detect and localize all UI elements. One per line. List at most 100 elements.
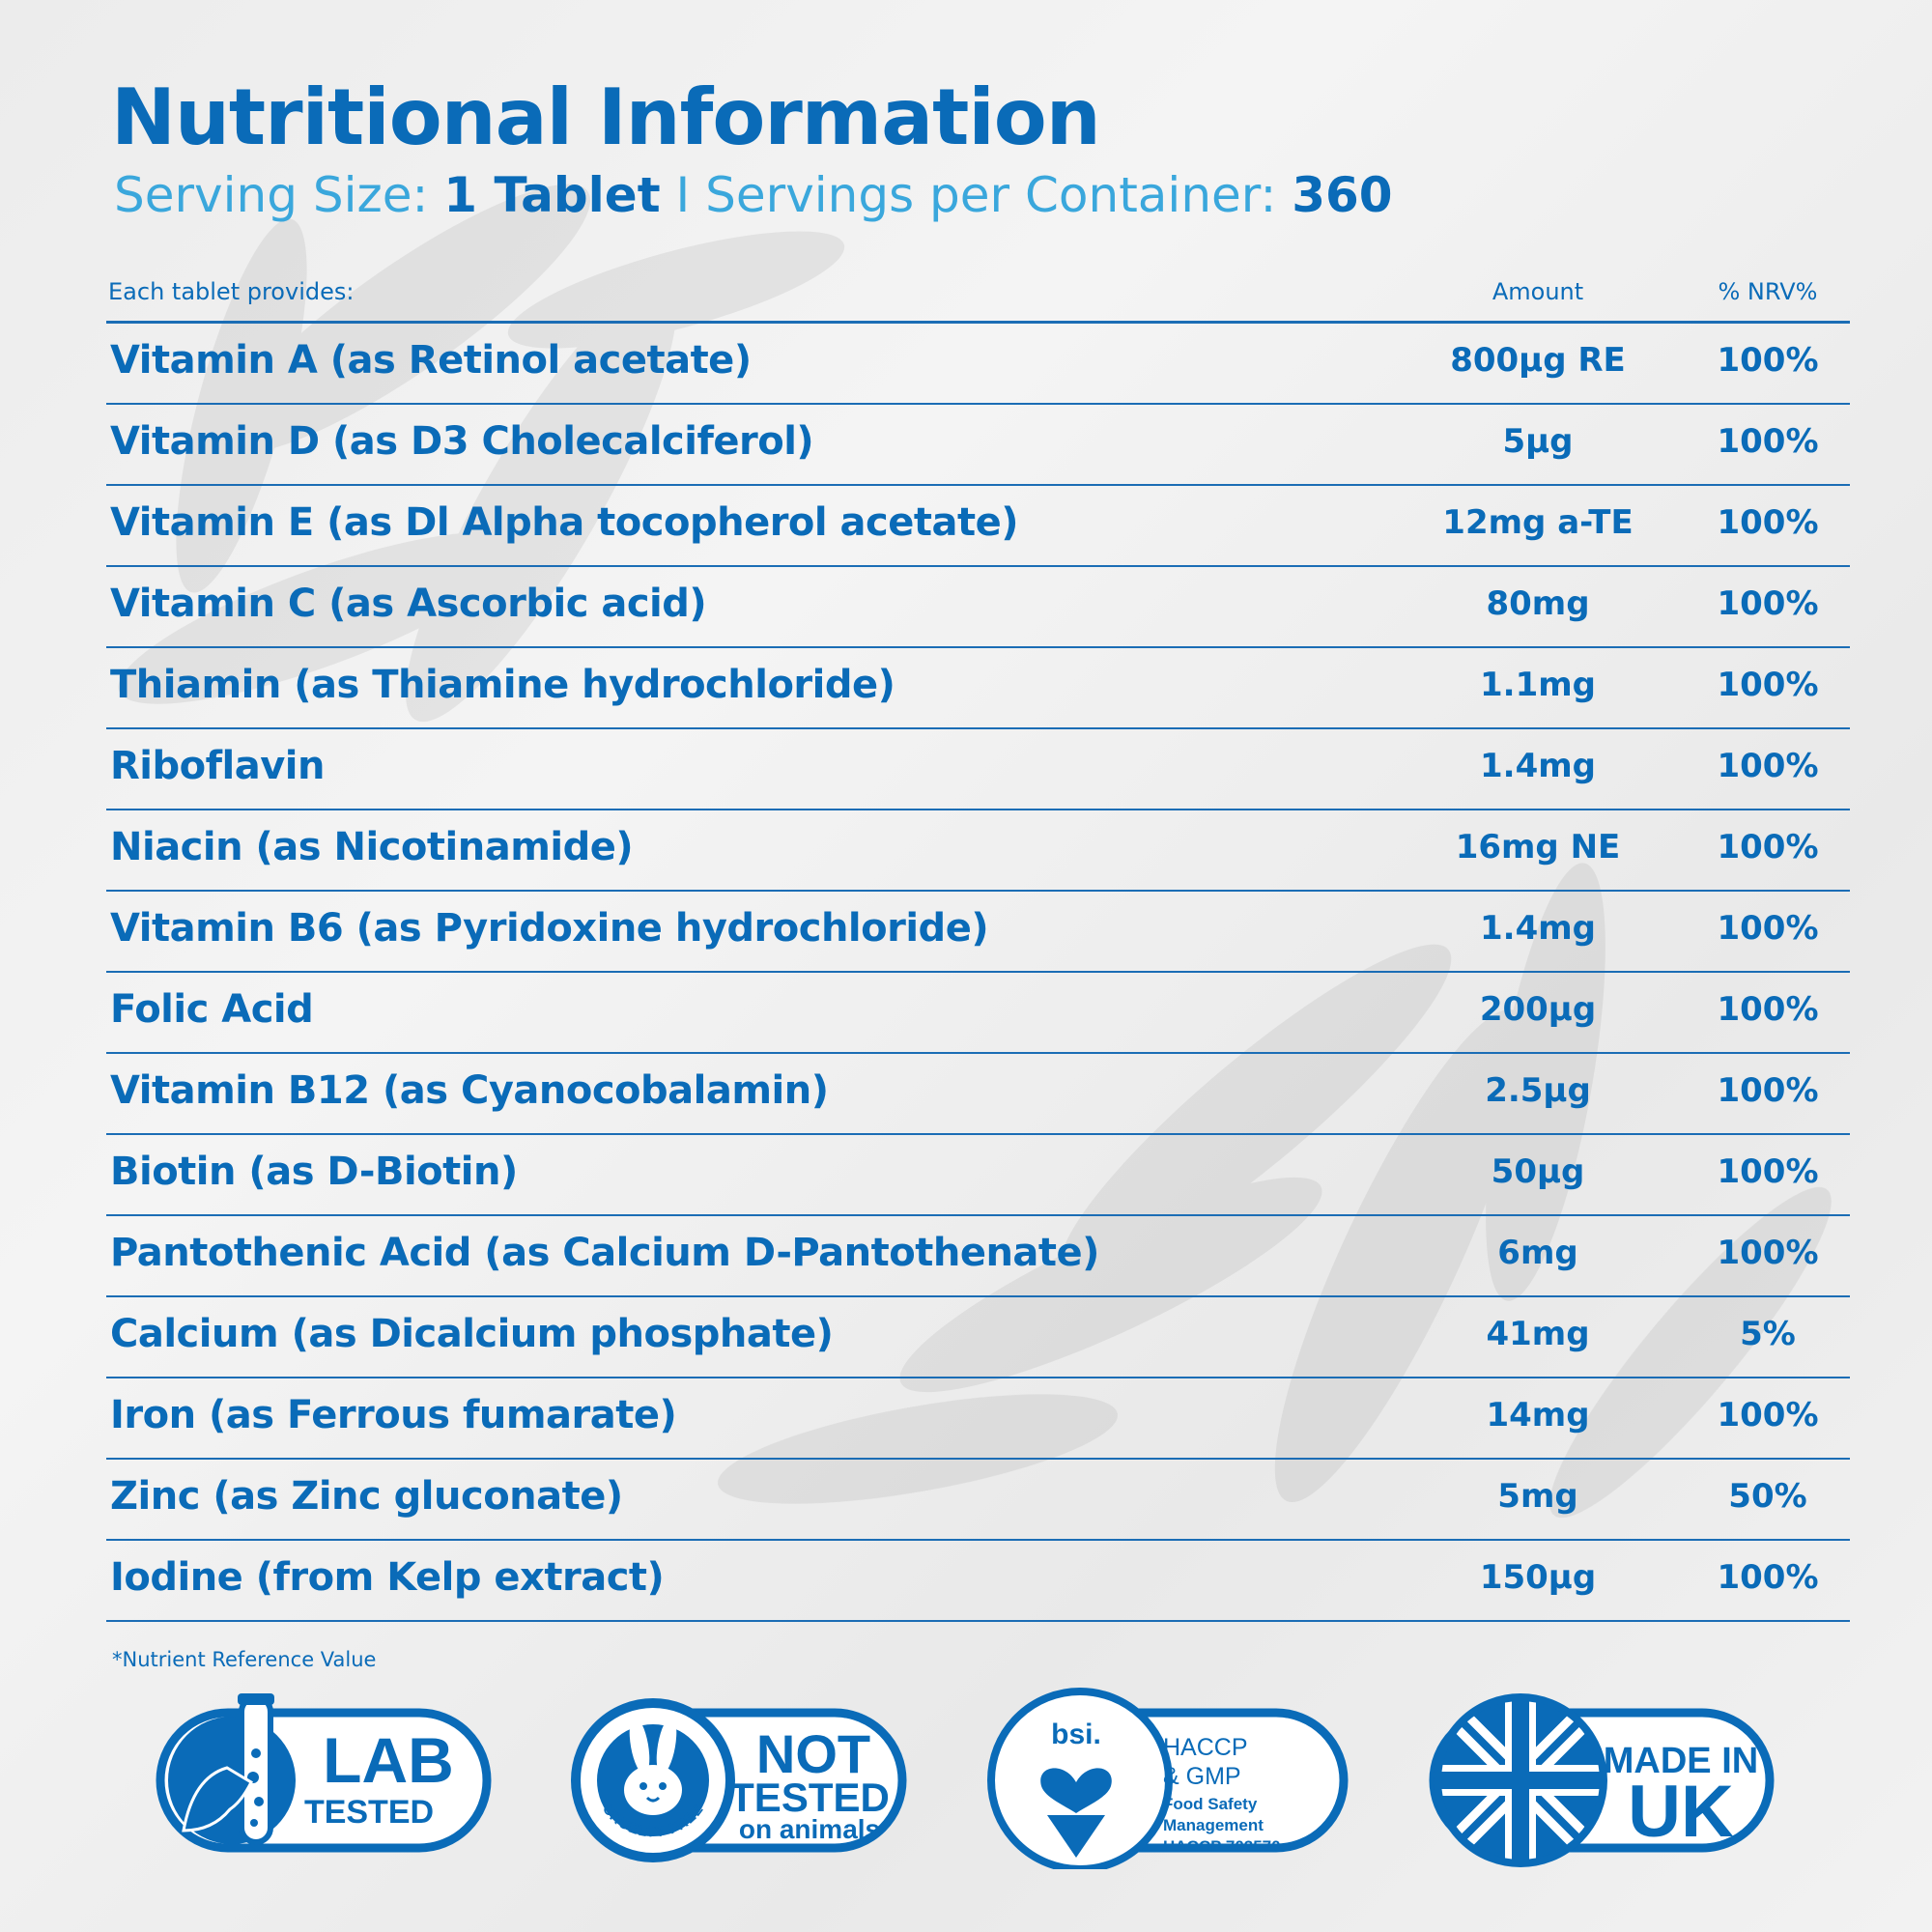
uk-badge-line1: MADE IN bbox=[1604, 1741, 1758, 1781]
table-header: Each tablet provides: Amount % NRV% bbox=[106, 272, 1850, 324]
column-header-nutrient: Each tablet provides: bbox=[108, 278, 355, 305]
table-row: Vitamin C (as Ascorbic acid) 80mg 100% bbox=[106, 567, 1850, 648]
nutrient-amount: 150µg bbox=[1479, 1558, 1597, 1597]
table-row: Thiamin (as Thiamine hydrochloride) 1.1mg… bbox=[106, 648, 1850, 729]
nutrient-name: Iron (as Ferrous fumarate) bbox=[110, 1393, 677, 1437]
uk-badge-line2: UK bbox=[1628, 1771, 1734, 1853]
servings-per-container-label: Servings per Container: bbox=[705, 167, 1293, 223]
nutrient-amount: 50µg bbox=[1491, 1152, 1585, 1191]
nutrient-nrv: 100% bbox=[1717, 828, 1819, 867]
nutrient-amount: 6mg bbox=[1497, 1234, 1578, 1272]
nutrient-nrv: 100% bbox=[1717, 1396, 1819, 1435]
animals-badge-line2: TESTED bbox=[729, 1775, 890, 1820]
nutrition-table: Each tablet provides: Amount % NRV% Vita… bbox=[106, 272, 1850, 1622]
nutrient-name: Vitamin E (as Dl Alpha tocopherol acetat… bbox=[110, 500, 1019, 545]
test-tube-hand-icon bbox=[182, 1693, 274, 1845]
nutrient-nrv: 100% bbox=[1717, 341, 1819, 380]
nutrient-amount: 2.5µg bbox=[1485, 1071, 1591, 1110]
nutrient-name: Pantothenic Acid (as Calcium D-Pantothen… bbox=[110, 1231, 1099, 1275]
nutrient-name: Thiamin (as Thiamine hydrochloride) bbox=[110, 663, 895, 707]
table-body: Vitamin A (as Retinol acetate) 800µg RE 10… bbox=[106, 324, 1850, 1622]
nutrient-name: Riboflavin bbox=[110, 744, 326, 788]
column-header-amount: Amount bbox=[1492, 278, 1584, 305]
bsi-badge-line3: Food Safety bbox=[1163, 1795, 1258, 1813]
serving-separator: I bbox=[660, 167, 706, 223]
nutrient-name: Folic Acid bbox=[110, 987, 314, 1032]
nutrient-name: Biotin (as D-Biotin) bbox=[110, 1150, 518, 1194]
serving-size-label: Serving Size: bbox=[114, 167, 444, 223]
table-row: Iron (as Ferrous fumarate) 14mg 100% bbox=[106, 1378, 1850, 1460]
nutrient-name: Calcium (as Dicalcium phosphate) bbox=[110, 1312, 834, 1356]
bsi-badge-line1: HACCP bbox=[1163, 1734, 1248, 1761]
nutrient-name: Vitamin A (as Retinol acetate) bbox=[110, 338, 752, 383]
table-row: Vitamin A (as Retinol acetate) 800µg RE 10… bbox=[106, 324, 1850, 405]
nutrient-amount: 12mg a-TE bbox=[1442, 503, 1634, 542]
nutrient-nrv: 100% bbox=[1717, 422, 1819, 461]
servings-per-container-value: 360 bbox=[1292, 167, 1393, 223]
page-title: Nutritional Information bbox=[111, 72, 1101, 162]
bsi-logo-text: bsi. bbox=[1051, 1719, 1101, 1750]
footnote: *Nutrient Reference Value bbox=[112, 1648, 377, 1671]
table-row: Riboflavin 1.4mg 100% bbox=[106, 729, 1850, 810]
column-header-nrv: % NRV% bbox=[1718, 278, 1818, 305]
table-row: Biotin (as D-Biotin) 50µg 100% bbox=[106, 1135, 1850, 1216]
table-row: Vitamin E (as Dl Alpha tocopherol acetat… bbox=[106, 486, 1850, 567]
nutrient-amount: 80mg bbox=[1486, 584, 1590, 623]
nutrient-name: Niacin (as Nicotinamide) bbox=[110, 825, 634, 869]
table-row: Calcium (as Dicalcium phosphate) 41mg 5% bbox=[106, 1297, 1850, 1378]
nutrient-name: Zinc (as Zinc gluconate) bbox=[110, 1474, 623, 1519]
table-row: Niacin (as Nicotinamide) 16mg NE 100% bbox=[106, 810, 1850, 892]
nutrient-nrv: 100% bbox=[1717, 747, 1819, 785]
table-row: Vitamin D (as D3 Cholecalciferol) 5µg 100% bbox=[106, 405, 1850, 486]
made-in-uk-badge: MADE IN UK bbox=[1428, 1686, 1776, 1869]
nutrient-amount: 5µg bbox=[1502, 422, 1574, 461]
nutrient-name: Vitamin B6 (as Pyridoxine hydrochloride) bbox=[110, 906, 989, 951]
serving-size-value: 1 Tablet bbox=[443, 167, 661, 223]
bsi-badge-line2: & GMP bbox=[1163, 1763, 1241, 1790]
nutrient-nrv: 100% bbox=[1717, 990, 1819, 1029]
table-row: Zinc (as Zinc gluconate) 5mg 50% bbox=[106, 1460, 1850, 1541]
nutrient-amount: 1.4mg bbox=[1480, 909, 1596, 948]
nutrient-amount: 1.1mg bbox=[1480, 666, 1596, 704]
nutrient-name: Vitamin D (as D3 Cholecalciferol) bbox=[110, 419, 814, 464]
table-row: Pantothenic Acid (as Calcium D-Pantothen… bbox=[106, 1216, 1850, 1297]
nutrient-amount: 800µg RE bbox=[1450, 341, 1626, 380]
nutrient-amount: 14mg bbox=[1486, 1396, 1590, 1435]
nutrient-amount: 1.4mg bbox=[1480, 747, 1596, 785]
nutrient-amount: 5mg bbox=[1497, 1477, 1578, 1516]
animals-badge-line1: NOT bbox=[756, 1723, 870, 1784]
nutrient-nrv: 100% bbox=[1717, 584, 1819, 623]
lab-badge-line2: TESTED bbox=[304, 1794, 434, 1831]
nutrient-nrv: 100% bbox=[1717, 1234, 1819, 1272]
serving-info: Serving Size: 1 Tablet I Servings per Co… bbox=[114, 166, 1393, 224]
table-row: Folic Acid 200µg 100% bbox=[106, 973, 1850, 1054]
nutrient-nrv: 100% bbox=[1717, 503, 1819, 542]
bsi-haccp-gmp-badge: bsi. HACCP & GMP Food Safety Management … bbox=[987, 1686, 1350, 1869]
bunny-icon bbox=[624, 1717, 682, 1815]
nutrient-amount: 16mg NE bbox=[1455, 828, 1621, 867]
table-row: Iodine (from Kelp extract) 150µg 100% bbox=[106, 1541, 1850, 1622]
bsi-kitemark-icon bbox=[1040, 1768, 1112, 1858]
bsi-badge-line4: Management bbox=[1163, 1816, 1264, 1834]
table-row: Vitamin B6 (as Pyridoxine hydrochloride)… bbox=[106, 892, 1850, 973]
nutrient-nrv: 100% bbox=[1717, 909, 1819, 948]
table-row: Vitamin B12 (as Cyanocobalamin) 2.5µg 100% bbox=[106, 1054, 1850, 1135]
nutrient-nrv: 5% bbox=[1740, 1315, 1796, 1353]
nutrient-nrv: 100% bbox=[1717, 1558, 1819, 1597]
lab-badge-line1: LAB bbox=[323, 1724, 454, 1796]
not-tested-on-animals-badge: CRUELTY FREE NOT TESTED on animals bbox=[570, 1686, 908, 1869]
animals-badge-line3: on animals bbox=[739, 1814, 880, 1844]
nutrient-name: Iodine (from Kelp extract) bbox=[110, 1555, 665, 1600]
nutrient-nrv: 100% bbox=[1717, 1071, 1819, 1110]
nutrient-name: Vitamin B12 (as Cyanocobalamin) bbox=[110, 1068, 829, 1113]
union-jack-icon bbox=[1437, 1697, 1604, 1863]
bsi-badge-line5: HACCP 703570 bbox=[1163, 1837, 1281, 1856]
nutrient-amount: 41mg bbox=[1486, 1315, 1590, 1353]
nutrient-nrv: 50% bbox=[1728, 1477, 1807, 1516]
nutrient-nrv: 100% bbox=[1717, 1152, 1819, 1191]
lab-tested-badge: LAB TESTED bbox=[155, 1686, 493, 1869]
nutrient-name: Vitamin C (as Ascorbic acid) bbox=[110, 582, 707, 626]
nutrient-nrv: 100% bbox=[1717, 666, 1819, 704]
nutrient-amount: 200µg bbox=[1479, 990, 1597, 1029]
